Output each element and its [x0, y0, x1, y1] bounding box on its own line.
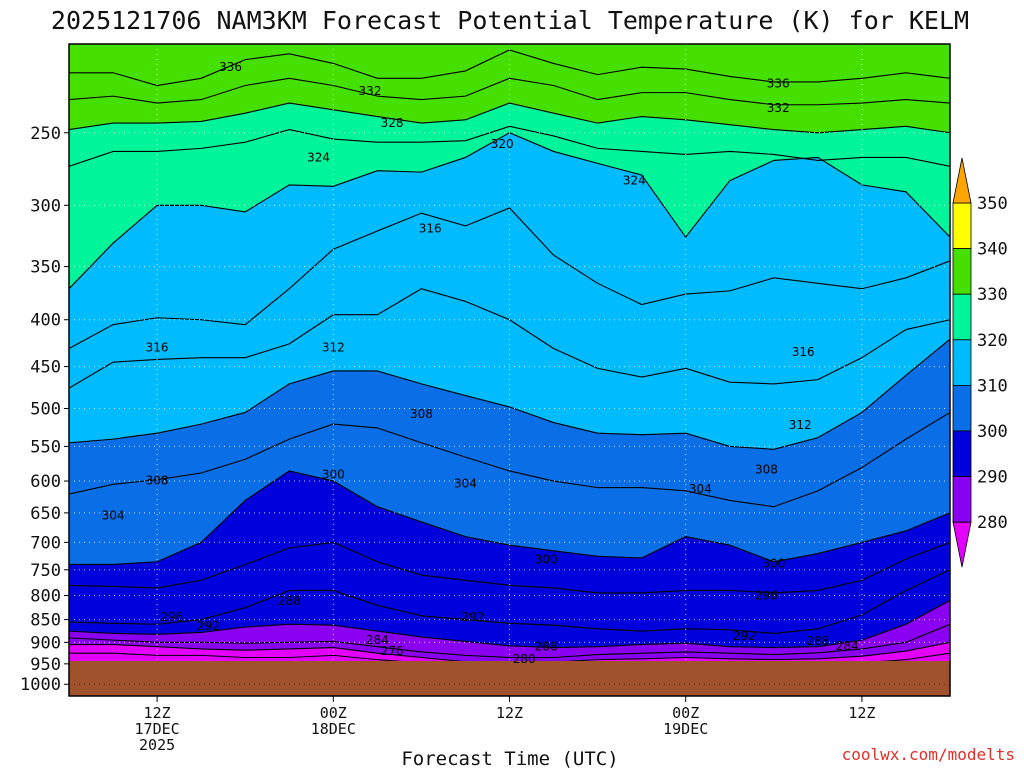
- contour-label-308: 308: [410, 407, 433, 421]
- contour-label-316: 316: [146, 341, 169, 355]
- y-tick-label-600: 600: [30, 472, 61, 492]
- contour-label-316: 316: [419, 221, 442, 235]
- y-tick-label-800: 800: [30, 586, 61, 606]
- y-tick-label-850: 850: [30, 611, 61, 631]
- contour-label-304: 304: [689, 482, 712, 496]
- contour-label-312: 312: [322, 341, 345, 355]
- y-tick-label-450: 450: [30, 358, 61, 378]
- x-tick-label-54-1: 12Z: [848, 704, 875, 722]
- contour-label-304: 304: [454, 477, 477, 491]
- plot-area: [69, 44, 950, 696]
- contour-label-328: 328: [381, 116, 404, 130]
- colorbar-seg-290: [952, 430, 972, 477]
- x-tick-label-30-1: 12Z: [496, 704, 523, 722]
- colorbar-label-340: 340: [977, 240, 1008, 260]
- contour-label-324: 324: [307, 150, 330, 164]
- contour-label-300: 300: [762, 556, 785, 570]
- contour-label-296: 296: [160, 610, 183, 624]
- contour-label-320: 320: [491, 137, 514, 151]
- contour-label-332: 332: [767, 101, 790, 115]
- contour-label-308: 308: [755, 463, 778, 477]
- contour-label-288: 288: [806, 634, 829, 648]
- colorbar-label-310: 310: [977, 376, 1008, 396]
- ground: [69, 661, 950, 696]
- colorbar-under-arrow: [952, 521, 972, 568]
- colorbar-label-300: 300: [977, 422, 1008, 442]
- colorbar-seg-310: [952, 339, 972, 386]
- contour-label-336: 336: [219, 60, 242, 74]
- isentrope-288: [69, 599, 950, 649]
- y-tick-label-550: 550: [30, 437, 61, 457]
- ground-fill: [69, 661, 950, 696]
- x-tick-label-18-2: 18DEC: [311, 720, 356, 738]
- isentrope-284: [69, 623, 950, 659]
- y-tick-label-650: 650: [30, 504, 61, 524]
- contour-label-288: 288: [278, 594, 301, 608]
- chart-title: 2025121706 NAM3KM Forecast Potential Tem…: [51, 6, 969, 35]
- x-axis-label: Forecast Time (UTC): [401, 748, 618, 768]
- contour-label-280: 280: [513, 652, 536, 666]
- colorbar-seg-320: [952, 293, 972, 341]
- isentrope-328: [69, 102, 950, 134]
- colorbar-seg-340: [952, 202, 972, 249]
- contour-label-292: 292: [197, 619, 220, 633]
- x-tick-label-6-3: 2025: [139, 736, 175, 754]
- colorbar-label-280: 280: [977, 513, 1008, 533]
- contour-label-288: 288: [535, 640, 558, 654]
- y-tick-label-1000: 1000: [20, 675, 61, 695]
- isentrope-332: [69, 77, 950, 106]
- x-tick-label-42-2: 19DEC: [663, 720, 708, 738]
- contour-label-336: 336: [767, 77, 790, 91]
- x-tick-label-6-1: 12Z: [144, 704, 171, 722]
- x-tick-label-42-1: 00Z: [672, 704, 699, 722]
- isentrope-292: [69, 569, 950, 634]
- x-tick-label-6-2: 17DEC: [135, 720, 180, 738]
- contour-label-276: 276: [381, 644, 404, 658]
- colorbar-label-350: 350: [977, 194, 1008, 214]
- contour-label-316: 316: [792, 345, 815, 359]
- isentrope-304: [69, 411, 950, 508]
- contour-label-300: 300: [322, 467, 345, 481]
- colorbar-label-320: 320: [977, 331, 1008, 351]
- contour-label-284: 284: [836, 639, 859, 653]
- y-tick-label-950: 950: [30, 655, 61, 675]
- y-axis-ticks: 2503003504004505005506006507007508008509…: [20, 124, 69, 695]
- colorbar-label-290: 290: [977, 468, 1008, 488]
- colorbar-seg-330: [952, 248, 972, 295]
- colorbar: 280 290 300 310 320 330 340 350: [952, 157, 1008, 568]
- colorbar-label-330: 330: [977, 285, 1008, 305]
- y-tick-label-500: 500: [30, 400, 61, 420]
- contour-labels: 336 332 328 324 320 324 336 332 316 316 312 316 308 3…: [102, 60, 859, 666]
- contour-label-284: 284: [366, 633, 389, 647]
- isentrope-296: [69, 541, 950, 594]
- contour-label-308: 308: [146, 473, 169, 487]
- contour-label-300: 300: [535, 553, 558, 567]
- y-tick-label-300: 300: [30, 196, 61, 216]
- credit-link[interactable]: coolwx.com/modelts: [842, 745, 1015, 764]
- y-tick-label-700: 700: [30, 533, 61, 553]
- isentrope-300: [69, 470, 950, 566]
- colorbar-over-arrow: [952, 157, 972, 204]
- contour-label-324: 324: [623, 174, 646, 188]
- y-tick-label-900: 900: [30, 633, 61, 653]
- x-tick-label-18-1: 00Z: [320, 704, 347, 722]
- contour-label-292: 292: [461, 610, 484, 624]
- y-tick-label-350: 350: [30, 258, 61, 278]
- contour-label-332: 332: [359, 84, 382, 98]
- y-tick-label-750: 750: [30, 561, 61, 581]
- isentrope-316: [69, 207, 950, 349]
- y-tick-label-400: 400: [30, 311, 61, 331]
- colorbar-seg-280: [952, 476, 972, 523]
- contour-label-304: 304: [102, 508, 125, 522]
- y-tick-label-250: 250: [30, 124, 61, 144]
- contour-label-296: 296: [755, 588, 778, 602]
- contour-label-292: 292: [733, 629, 756, 643]
- contour-label-312: 312: [789, 418, 812, 432]
- isentrope-308: [69, 338, 950, 450]
- colorbar-seg-300: [952, 384, 972, 432]
